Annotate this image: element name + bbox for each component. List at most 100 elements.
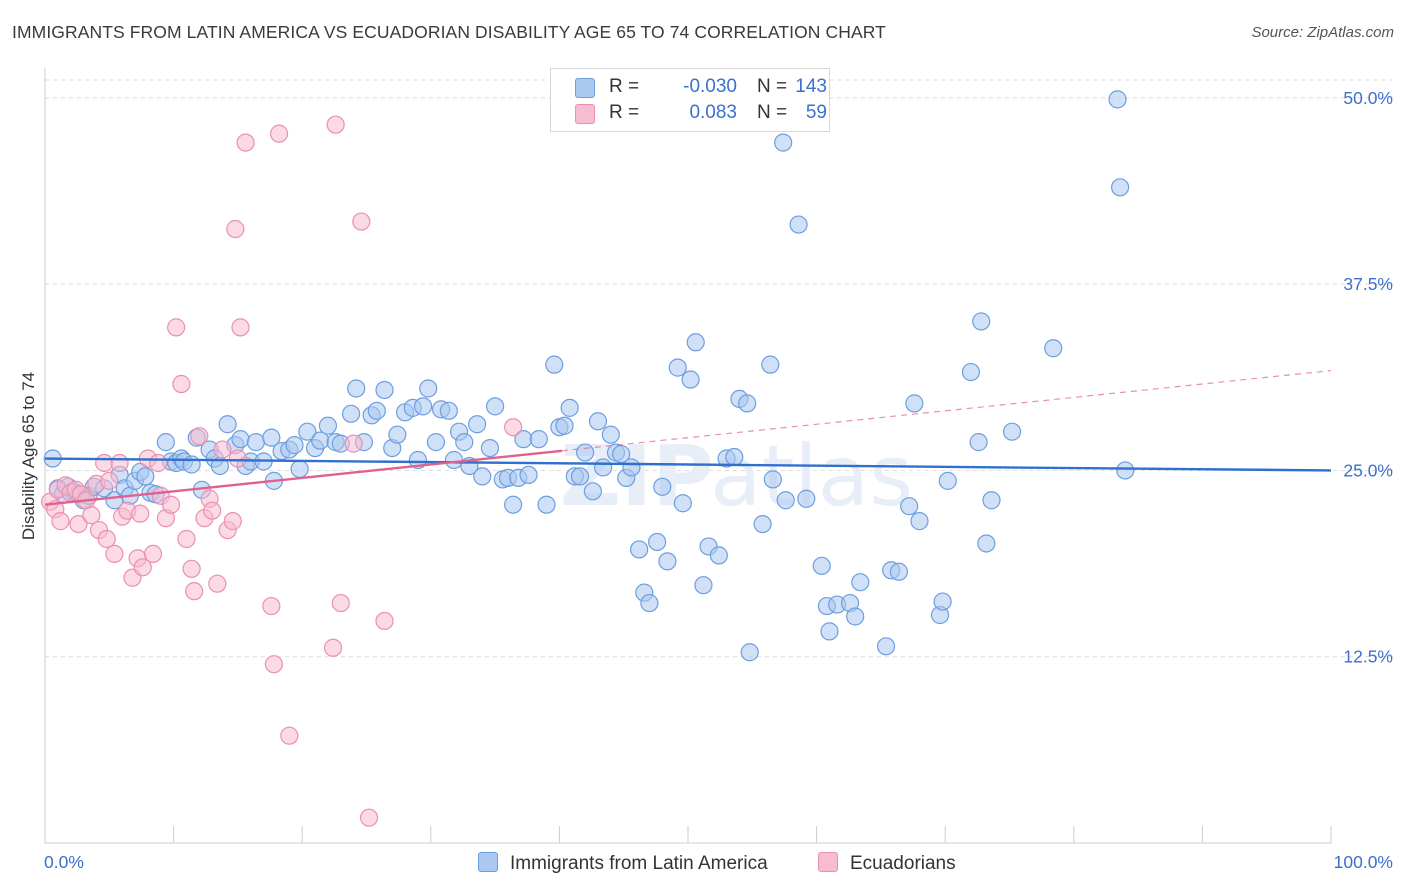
latin-america-point <box>262 428 281 447</box>
source-credit: Source: ZipAtlas.com <box>1251 24 1394 41</box>
ecuadorian-point <box>182 559 201 578</box>
grid-lines: 12.5% 25.0% 37.5% 50.0% <box>45 79 1395 667</box>
latin-america-point <box>594 458 613 477</box>
latin-america-point <box>290 459 309 479</box>
ecuadorian-point <box>344 434 363 453</box>
latin-america-point <box>612 444 631 464</box>
ecuadorian-point <box>82 506 101 525</box>
ecuadorian-point <box>105 544 124 563</box>
latin-america-point <box>630 540 649 559</box>
ecuadorian-point <box>231 318 250 337</box>
y-tick-label: 50.0% <box>1343 88 1393 108</box>
latin-america-point <box>570 467 590 486</box>
latin-america-point <box>583 482 602 501</box>
latin-america-point <box>761 355 780 374</box>
y-tick-label: 37.5% <box>1343 274 1393 294</box>
latin-america-point <box>560 398 579 417</box>
legend-n-label: N = <box>757 102 788 123</box>
legend-r-value: 0.083 <box>689 102 737 123</box>
latin-america-point <box>789 215 808 234</box>
latin-america-point <box>413 397 433 416</box>
latin-america-point <box>529 430 548 449</box>
latin-america-point <box>668 358 687 377</box>
latin-america-point <box>820 622 839 641</box>
latin-america-point <box>686 333 705 352</box>
latin-america-point <box>725 447 744 467</box>
ecuadorian-point <box>323 638 343 657</box>
latin-america-point <box>231 430 250 449</box>
latin-america-point <box>419 379 438 398</box>
latin-america-point <box>473 467 492 486</box>
latin-america-point <box>311 431 330 450</box>
latin-america-point <box>504 495 523 514</box>
latin-america-point <box>622 458 641 477</box>
latin-america-point <box>318 416 338 435</box>
latin-america-point <box>588 412 608 431</box>
ecuadorian-point <box>326 115 345 134</box>
ecuadorian-point <box>161 495 181 514</box>
latin-america-point <box>156 433 175 452</box>
ecuadorian-point <box>226 219 245 239</box>
latin-america-point <box>444 450 464 470</box>
latin-america-point <box>969 433 988 452</box>
legend-swatch-blue <box>575 78 595 98</box>
ecuadorian-point <box>110 453 129 473</box>
latin-america-point <box>341 404 361 423</box>
latin-america-point <box>486 397 505 416</box>
legend-n-value: 143 <box>795 76 827 97</box>
ecuadorian-point <box>100 471 119 490</box>
legend-n-label: N = <box>757 76 788 97</box>
latin-america-point <box>285 436 304 455</box>
ecuadorian-point <box>269 124 289 143</box>
latin-america-point <box>977 534 996 553</box>
latin-america-point <box>136 467 155 486</box>
latin-america-trend-line <box>44 457 1332 472</box>
legend-r-label: R = <box>609 76 640 97</box>
legend-swatch-pink <box>575 104 595 124</box>
latin-america-point <box>388 425 407 444</box>
latin-america-point <box>658 552 677 571</box>
latin-america-point <box>709 546 728 565</box>
latin-america-point <box>1110 178 1130 197</box>
ecuadorian-point <box>131 504 150 523</box>
latin-america-point <box>1116 461 1135 480</box>
latin-america-point <box>455 433 474 452</box>
latin-america-point <box>480 438 500 458</box>
ecuadorian-point <box>228 449 247 468</box>
ecuadorian-point <box>280 726 299 745</box>
latin-america-point <box>555 416 574 435</box>
ecuadorian-point <box>236 133 255 152</box>
ecuadorian-point <box>352 212 371 231</box>
y-axis-label: Disability Age 65 to 74 <box>19 372 38 540</box>
latin-america-point <box>933 592 952 611</box>
legend-label: Ecuadorians <box>850 853 956 874</box>
latin-america-point <box>367 401 386 420</box>
latin-america-point <box>889 562 909 581</box>
legend-swatch-pink <box>818 852 838 872</box>
ecuadorian-point <box>208 574 227 593</box>
ecuadorian-point <box>375 611 394 631</box>
latin-america-point <box>776 491 795 510</box>
data-points <box>41 90 1135 827</box>
latin-america-point <box>763 470 782 489</box>
latin-america-point <box>298 422 317 441</box>
trend-lines <box>44 369 1332 506</box>
latin-america-point <box>972 312 991 331</box>
latin-america-point <box>774 133 793 152</box>
ecuadorian-point <box>133 558 152 577</box>
latin-america-point <box>876 637 896 656</box>
latin-america-point <box>1002 422 1022 441</box>
latin-america-point <box>576 443 595 462</box>
y-tick-label: 25.0% <box>1343 460 1393 480</box>
latin-america-point <box>519 465 538 485</box>
ecuadorian-point <box>177 529 196 549</box>
ecuadorian-point <box>262 596 281 616</box>
x-tick-label: 0.0% <box>44 852 84 872</box>
latin-america-point <box>467 415 487 434</box>
latin-america-point <box>648 532 667 552</box>
legend-item-latin-america[interactable]: Immigrants from Latin America <box>478 852 768 875</box>
ecuadorian-point <box>331 593 350 613</box>
legend-item-ecuadorians[interactable]: Ecuadorians <box>818 852 956 875</box>
latin-america-point <box>182 455 201 474</box>
latin-america-point <box>812 556 831 575</box>
